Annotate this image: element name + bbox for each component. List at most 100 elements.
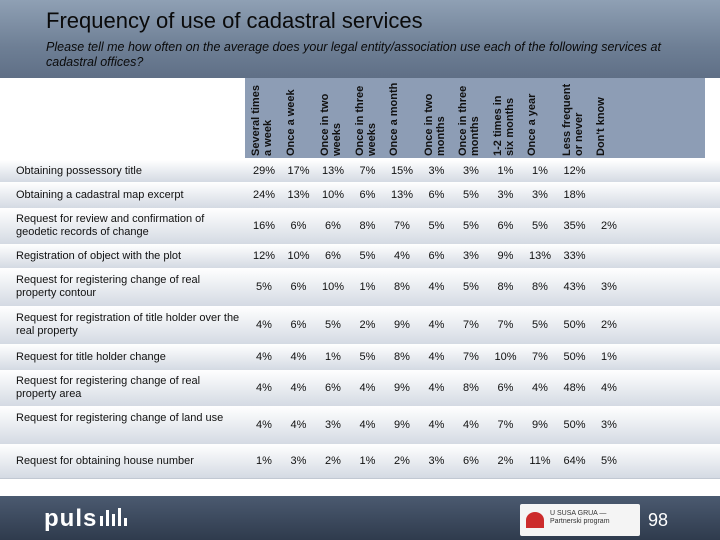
table-cell: 1% <box>497 164 514 177</box>
row-label: Request for registering change of real p… <box>16 274 201 299</box>
table-row <box>0 444 720 479</box>
table-cell: 1% <box>532 164 548 177</box>
table-cell: 29% <box>252 164 276 177</box>
table-cell: 6% <box>428 188 445 201</box>
puls-logo: puls <box>44 505 98 532</box>
table-cell: 50% <box>563 350 586 363</box>
table-cell: 1% <box>359 454 376 467</box>
table-cell: 4% <box>463 418 479 431</box>
table-cell: 3% <box>601 280 617 293</box>
table-cell: 3% <box>428 454 445 467</box>
table-cell: 6% <box>325 219 341 232</box>
table-cell: 12% <box>252 249 276 262</box>
column-header-band <box>245 78 705 158</box>
table-cell: 4% <box>428 350 445 363</box>
table-cell: 7% <box>463 318 479 331</box>
table-cell: 50% <box>563 418 586 431</box>
table-cell: 4% <box>428 418 445 431</box>
table-cell: 9% <box>394 318 410 331</box>
row-label: Obtaining a cadastral map excerpt <box>16 188 184 201</box>
table-cell: 12% <box>563 164 586 177</box>
table-row <box>0 244 720 269</box>
table-cell: 4% <box>290 418 307 431</box>
table-cell: 7% <box>394 219 410 232</box>
table-cell: 7% <box>497 318 514 331</box>
table-cell: 2% <box>601 318 617 331</box>
table-cell: 9% <box>497 249 514 262</box>
table-cell: 9% <box>532 418 548 431</box>
table-cell: 2% <box>359 318 376 331</box>
row-label: Request for obtaining house number <box>16 454 194 467</box>
table-cell: 6% <box>463 454 479 467</box>
table-cell: 6% <box>359 188 376 201</box>
table-cell: 5% <box>325 318 341 331</box>
row-label: Request for review and confirmation of g… <box>16 213 205 238</box>
table-cell: 6% <box>290 280 307 293</box>
table-cell: 11% <box>529 454 551 467</box>
table-cell: 6% <box>497 381 514 394</box>
table-cell: 10% <box>321 188 345 201</box>
header-bar <box>0 0 720 78</box>
column-header: Once a month <box>388 82 400 156</box>
column-header: Once in two weeks <box>319 93 343 156</box>
table-row <box>0 406 720 445</box>
column-header: Once in three months <box>457 85 481 156</box>
partner-logo-mark-icon <box>526 512 544 528</box>
row-label: Request for registration of title holder… <box>16 312 240 337</box>
table-cell: 1% <box>601 350 617 363</box>
puls-logo-bars-icon <box>100 508 130 526</box>
row-label: Request for registering change of real p… <box>16 375 201 400</box>
table-cell: 48% <box>563 381 586 394</box>
table-cell: 4% <box>428 280 445 293</box>
table-cell: 13% <box>528 249 552 262</box>
page-number: 98 <box>648 510 669 530</box>
table-cell: 1% <box>256 454 272 467</box>
table-cell: 5% <box>463 219 479 232</box>
table-cell: 2% <box>497 454 514 467</box>
table-cell: 6% <box>325 381 341 394</box>
table-cell: 10% <box>287 249 310 262</box>
table-cell: 8% <box>394 350 410 363</box>
table-cell: 10% <box>321 280 345 293</box>
table-cell: 5% <box>532 318 548 331</box>
table-cell: 13% <box>287 188 310 201</box>
column-header: Don't know <box>595 97 607 156</box>
table-cell: 5% <box>256 280 272 293</box>
column-header: Once a year <box>526 93 538 156</box>
table-cell: 6% <box>497 219 514 232</box>
table-cell: 3% <box>290 454 307 467</box>
table-cell: 3% <box>497 188 514 201</box>
row-label: Obtaining possessory title <box>16 164 142 177</box>
table-cell: 4% <box>428 381 445 394</box>
table-cell: 7% <box>532 350 548 363</box>
table-cell: 4% <box>428 318 445 331</box>
table-cell: 7% <box>359 164 376 177</box>
partner-logo: U SUSA GRUA — Partnerski program <box>520 504 640 536</box>
column-header: 1-2 times in six months <box>491 95 516 156</box>
column-header: Once a week <box>284 89 297 156</box>
table-cell: 6% <box>290 219 307 232</box>
table-cell: 13% <box>321 164 345 177</box>
table-row <box>0 370 720 407</box>
table-cell: 8% <box>463 381 479 394</box>
column-header: Once in three weeks <box>353 85 378 156</box>
table-cell: 8% <box>359 219 376 232</box>
table-cell: 4% <box>290 350 307 363</box>
table-cell: 8% <box>497 280 514 293</box>
table-cell: 4% <box>359 418 376 431</box>
row-label: Request for registering change of land u… <box>16 412 224 424</box>
row-label: Request for title holder change <box>16 350 166 363</box>
table-cell: 24% <box>252 188 276 201</box>
table-cell: 50% <box>563 318 586 331</box>
table-cell: 3% <box>325 418 341 431</box>
page-title: Frequency of use of cadastral services <box>46 8 423 33</box>
table-cell: 7% <box>497 418 514 431</box>
table-cell: 2% <box>325 454 341 467</box>
table-cell: 3% <box>463 164 479 177</box>
table-cell: 5% <box>532 219 548 232</box>
table-cell: 4% <box>601 381 617 394</box>
table-cell: 6% <box>428 249 445 262</box>
table-cell: 7% <box>463 350 479 363</box>
partner-logo-text: U SUSA GRUA — Partnerski program <box>550 510 610 525</box>
table-cell: 4% <box>256 381 272 394</box>
